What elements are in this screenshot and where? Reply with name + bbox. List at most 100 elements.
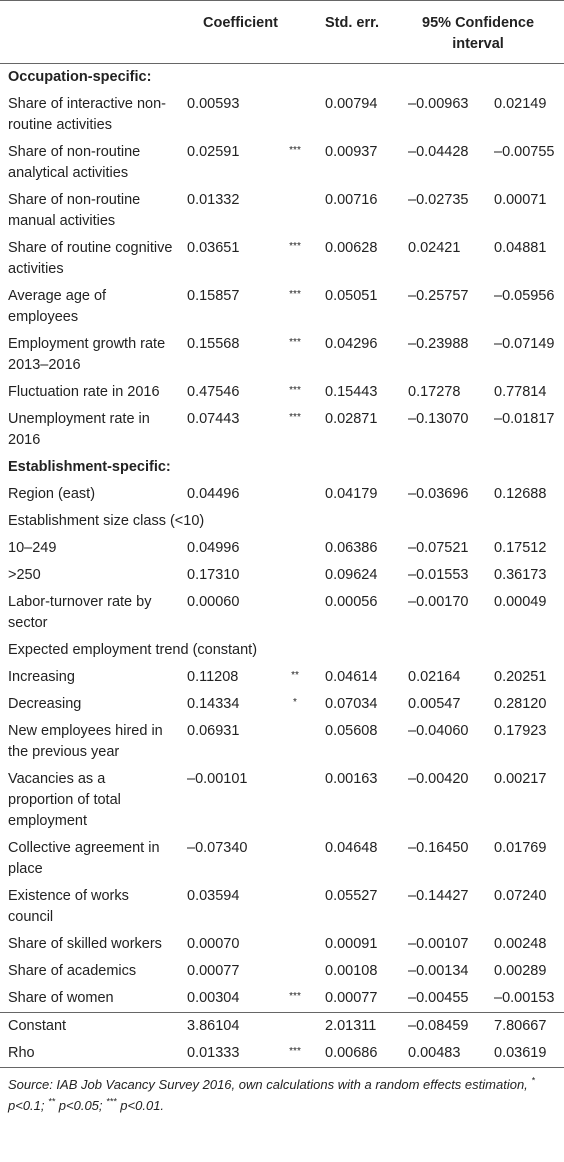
- data-row: Labor-turnover rate by sector 0.00060 0.00…: [0, 589, 564, 637]
- coefficient: 0.47546: [187, 384, 240, 400]
- std-err: 0.00056: [325, 594, 378, 610]
- significance: [270, 883, 320, 931]
- row-label: Region (east): [8, 486, 96, 502]
- std-err: 0.00108: [325, 963, 378, 979]
- header-ci: 95% Confidence interval: [422, 15, 535, 52]
- ci-high: 0.28120: [494, 696, 547, 712]
- table-body: Occupation-specific: Share of interactive…: [0, 64, 564, 1068]
- std-err: 0.00716: [325, 192, 378, 208]
- std-err: 0.04614: [325, 669, 378, 685]
- significance: [270, 589, 320, 637]
- significance: ***: [289, 337, 301, 348]
- data-row: Establishment size class (<10): [0, 508, 564, 535]
- significance: ***: [289, 1046, 301, 1057]
- row-label: Employment growth rate 2013–2016: [8, 336, 166, 373]
- note-stars: ***: [106, 1096, 117, 1107]
- coefficient: 0.04996: [187, 540, 240, 556]
- row-label: Collective agreement in place: [8, 840, 160, 877]
- ci-high: 0.00248: [494, 936, 547, 952]
- significance: ***: [289, 241, 301, 252]
- ci-high: 0.17923: [494, 723, 547, 739]
- coefficient: 0.00077: [187, 963, 240, 979]
- ci-high: –0.00153: [494, 990, 555, 1006]
- ci-low: –0.00107: [408, 936, 469, 952]
- ci-high: 0.17512: [494, 540, 547, 556]
- coefficient: 0.00304: [187, 990, 240, 1006]
- data-row: Share of non-routine manual activities 0.…: [0, 187, 564, 235]
- coefficient: 0.11208: [187, 669, 239, 685]
- note-stars: *: [531, 1075, 535, 1086]
- coefficient: 0.15568: [187, 336, 240, 352]
- significance: [270, 562, 320, 589]
- header-row: Coefficient Std. err. 95% Confidence int…: [0, 0, 564, 64]
- ci-high: –0.01817: [494, 411, 555, 427]
- row-label: Share of non-routine manual activities: [8, 192, 141, 229]
- ci-high: 0.01769: [494, 840, 547, 856]
- ci-low: –0.02735: [408, 192, 469, 208]
- ci-low: –0.14427: [408, 888, 469, 904]
- row-label: 10–249: [8, 540, 57, 556]
- significance: [270, 91, 320, 139]
- ci-low: –0.16450: [408, 840, 469, 856]
- row-label: Share of academics: [8, 963, 137, 979]
- coefficient: 0.03651: [187, 240, 240, 256]
- data-row: New employees hired in the previous year…: [0, 718, 564, 766]
- ci-low: –0.25757: [408, 288, 469, 304]
- coefficient: 0.00060: [187, 594, 240, 610]
- row-label: Share of interactive non-routine activit…: [8, 96, 166, 133]
- coefficient: 0.01332: [187, 192, 240, 208]
- row-label: >250: [8, 567, 41, 583]
- significance: [270, 535, 320, 562]
- coefficient: 0.02591: [187, 144, 240, 160]
- ci-low: –0.00170: [408, 594, 469, 610]
- coefficient: 0.04496: [187, 486, 240, 502]
- data-row: Share of routine cognitive activities 0.0…: [0, 235, 564, 283]
- significance: [270, 766, 320, 835]
- ci-low: –0.03696: [408, 486, 469, 502]
- std-err: 0.04296: [325, 336, 378, 352]
- note-source: Source: IAB Job Vacancy Survey 2016, own…: [8, 1077, 528, 1092]
- ci-low: –0.04428: [408, 144, 469, 160]
- ci-low: –0.00420: [408, 771, 469, 787]
- ci-high: 7.80667: [494, 1018, 547, 1034]
- data-row: Share of academics 0.00077 0.00108 –0.00134…: [0, 958, 564, 985]
- coefficient: 0.07443: [187, 411, 240, 427]
- ci-low: 0.00547: [408, 696, 461, 712]
- row-label: Existence of works council: [8, 888, 129, 925]
- significance: [270, 718, 320, 766]
- note-stars: **: [48, 1096, 56, 1107]
- ci-high: 0.36173: [494, 567, 547, 583]
- data-row: Region (east) 0.04496 0.04179 –0.03696 0.126…: [0, 481, 564, 508]
- std-err: 0.07034: [325, 696, 378, 712]
- data-row: 10–249 0.04996 0.06386 –0.07521 0.17512: [0, 535, 564, 562]
- row-label: Share of non-routine analytical activiti…: [8, 144, 141, 181]
- ci-low: –0.04060: [408, 723, 469, 739]
- ci-low: –0.08459: [408, 1018, 469, 1034]
- ci-low: 0.17278: [408, 384, 461, 400]
- std-err: 0.00686: [325, 1045, 378, 1061]
- data-row: Constant 3.86104 2.01311 –0.08459 7.80667: [0, 1012, 564, 1041]
- row-label: Share of skilled workers: [8, 936, 162, 952]
- ci-high: 0.00071: [494, 192, 547, 208]
- std-err: 0.00163: [325, 771, 378, 787]
- significance: [270, 835, 320, 883]
- ci-high: 0.00289: [494, 963, 547, 979]
- note-level: p<0.01.: [120, 1098, 165, 1113]
- ci-high: –0.05956: [494, 288, 555, 304]
- significance: *: [293, 697, 297, 708]
- significance: [270, 958, 320, 985]
- data-row: Employment growth rate 2013–2016 0.15568 *…: [0, 331, 564, 379]
- std-err: 0.09624: [325, 567, 378, 583]
- section-title: Establishment-specific:: [8, 459, 171, 475]
- data-row: Rho 0.01333 *** 0.00686 0.00483 0.03619: [0, 1040, 564, 1068]
- data-row: Fluctuation rate in 2016 0.47546 *** 0.1544…: [0, 379, 564, 406]
- data-row: Decreasing 0.14334 * 0.07034 0.00547 0.28120: [0, 691, 564, 718]
- ci-low: 0.02164: [408, 669, 461, 685]
- data-row: Collective agreement in place –0.07340 0.0…: [0, 835, 564, 883]
- row-label: Decreasing: [8, 696, 82, 712]
- ci-high: 0.77814: [494, 384, 547, 400]
- coefficient: 0.14334: [187, 696, 240, 712]
- coefficient: 0.15857: [187, 288, 240, 304]
- std-err: 0.05608: [325, 723, 378, 739]
